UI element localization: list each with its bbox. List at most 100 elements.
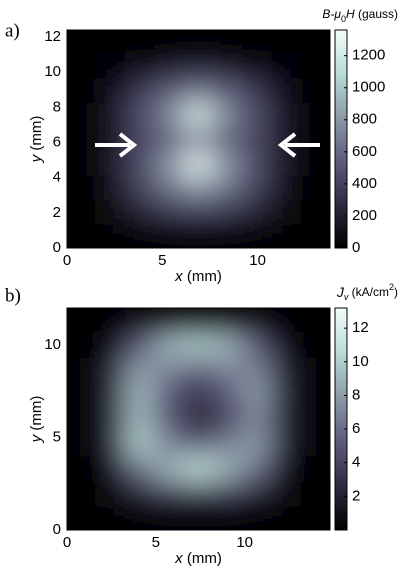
heatmap-cell xyxy=(124,308,156,334)
heatmap-cell xyxy=(241,126,273,152)
heatmap-cell xyxy=(154,430,185,457)
heatmap-cell xyxy=(154,223,185,248)
heatmap-cell xyxy=(95,308,126,334)
heatmap-cell xyxy=(300,126,330,152)
heatmap-cell xyxy=(95,455,126,482)
colorbar-label-part: v xyxy=(344,292,349,302)
heatmap-cell xyxy=(67,150,97,176)
colorbar xyxy=(334,307,348,531)
plot-frame xyxy=(66,29,331,249)
heatmap-cell xyxy=(212,480,243,506)
heatmap-cell xyxy=(67,406,97,432)
heatmap-cell xyxy=(95,356,126,383)
heatmap-cell xyxy=(154,480,185,506)
colorbar-tick-label: 1000 xyxy=(352,79,385,96)
heatmap-cell xyxy=(183,223,214,248)
heatmap-cell xyxy=(67,504,97,530)
colorbar-tick-label: 800 xyxy=(352,111,377,128)
heatmap-cell xyxy=(271,381,302,408)
heatmap-cell xyxy=(183,199,214,225)
heatmap-cell xyxy=(300,356,330,383)
heatmap-cell xyxy=(241,332,273,358)
heatmap-cell xyxy=(124,150,156,176)
heatmap-cell xyxy=(154,356,185,383)
heatmap-cell xyxy=(154,332,185,358)
heatmap-cell xyxy=(271,199,302,225)
heatmap-cell xyxy=(183,406,214,432)
heatmap-cell xyxy=(271,102,302,128)
heatmap-cell xyxy=(212,174,243,201)
heatmap-cell xyxy=(300,504,330,530)
heatmap-cell xyxy=(300,174,330,201)
x-axis-label: x (mm) xyxy=(174,268,222,285)
heatmap-cell xyxy=(67,480,97,506)
heatmap-cell xyxy=(271,77,302,104)
heatmap-cell xyxy=(183,30,214,55)
heatmap-cell xyxy=(67,30,97,55)
heatmap-cell xyxy=(271,150,302,176)
colorbar-tick-label: 600 xyxy=(352,143,377,160)
heatmap-cell xyxy=(154,150,185,176)
colorbar-tick-label: 200 xyxy=(352,207,377,224)
colorbar-label-part: B-μ xyxy=(322,7,341,21)
heatmap-cell xyxy=(241,53,273,79)
arrow-head xyxy=(277,132,297,158)
heatmap-cell xyxy=(124,430,156,457)
heatmap-cell xyxy=(67,126,97,152)
x-axis-label: x (mm) xyxy=(174,550,222,567)
heatmap-cell xyxy=(124,223,156,248)
heatmap-cell xyxy=(212,430,243,457)
y-axis-label-part: (mm) xyxy=(28,116,45,155)
heatmap-cell xyxy=(95,102,126,128)
heatmap-cell xyxy=(300,30,330,55)
colorbar-tick-label: 12 xyxy=(352,319,369,336)
heatmap-cell xyxy=(95,77,126,104)
panel-label: a) xyxy=(5,20,20,41)
heatmap-cell xyxy=(241,174,273,201)
heatmap-cell xyxy=(300,150,330,176)
heatmap-cell xyxy=(183,174,214,201)
x-axis-label-part: x xyxy=(174,550,183,567)
heatmap-cell xyxy=(300,199,330,225)
colorbar-label-part: ) xyxy=(394,285,398,299)
heatmap-cell xyxy=(212,30,243,55)
colorbar-label: B-μ0H (gauss) xyxy=(322,7,398,24)
colorbar xyxy=(334,29,348,249)
heatmap-cell xyxy=(95,223,126,248)
colorbar-label-part: 2 xyxy=(389,282,394,292)
heatmap-cell xyxy=(183,455,214,482)
y-axis-label-part: y xyxy=(28,153,45,163)
heatmap-cell xyxy=(183,381,214,408)
heatmap-cell xyxy=(67,77,97,104)
heatmap-cell xyxy=(154,381,185,408)
heatmap-cell xyxy=(154,30,185,55)
heatmap-cell xyxy=(300,102,330,128)
heatmap-cell xyxy=(154,102,185,128)
heatmap-cell xyxy=(67,455,97,482)
heatmap-cell xyxy=(154,504,185,530)
y-tick-label: 12 xyxy=(44,28,61,45)
heatmap-cell xyxy=(271,30,302,55)
heatmap-cell xyxy=(271,223,302,248)
heatmap-cell xyxy=(271,53,302,79)
heatmap-cell xyxy=(124,174,156,201)
heatmap-cell xyxy=(241,430,273,457)
heatmap-cell xyxy=(124,30,156,55)
panel-label: b) xyxy=(5,285,21,306)
y-tick-label: 6 xyxy=(53,133,61,150)
heatmap-cell xyxy=(67,332,97,358)
y-tick-label: 2 xyxy=(53,204,61,221)
heatmap-cell xyxy=(241,199,273,225)
heatmap-cell xyxy=(95,30,126,55)
heatmap-cell xyxy=(271,406,302,432)
heatmap-cell xyxy=(183,150,214,176)
heatmap-cell xyxy=(212,356,243,383)
plot-area xyxy=(67,30,330,248)
heatmap-cell xyxy=(154,174,185,201)
heatmap-cell xyxy=(124,199,156,225)
colorbar-tick-label: 0 xyxy=(352,239,360,256)
y-axis-label: y (mm) xyxy=(28,116,45,164)
heatmap-cell xyxy=(212,504,243,530)
heatmap-cell xyxy=(154,126,185,152)
